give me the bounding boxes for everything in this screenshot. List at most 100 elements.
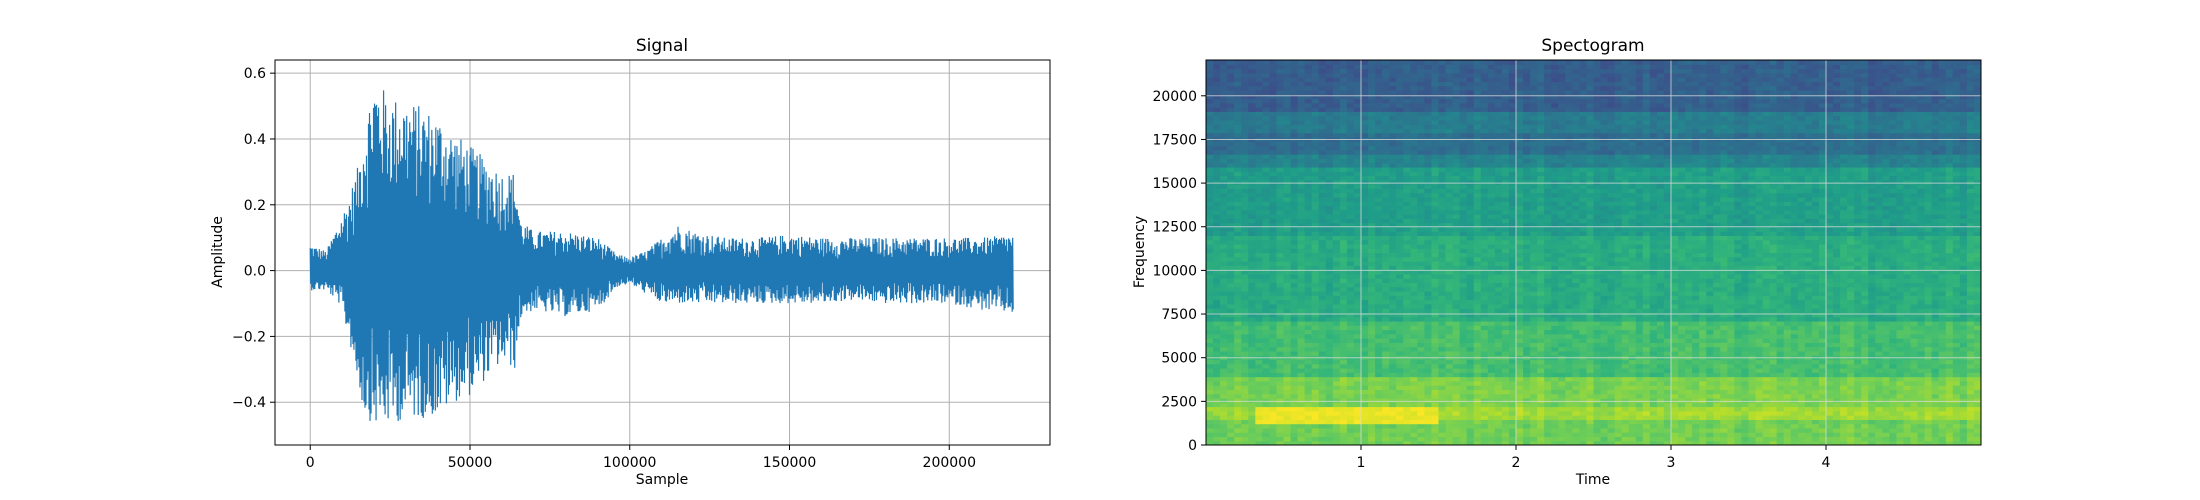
spectrogram-cell <box>1297 432 1306 438</box>
spectrogram-cell <box>1241 278 1249 284</box>
spectrogram-cell <box>1579 192 1588 198</box>
spectrogram-cell <box>1325 128 1334 134</box>
spectrogram-cell <box>1466 205 1475 211</box>
spectrogram-cell <box>1572 440 1581 445</box>
spectrogram-cell <box>1262 201 1271 207</box>
spectrogram-cell <box>1508 184 1517 189</box>
spectrogram-cell <box>1452 124 1461 130</box>
spectrogram-cell <box>1445 440 1454 445</box>
spectrogram-cell <box>1544 282 1552 288</box>
spectrogram-cell <box>1431 231 1440 236</box>
spectrogram-cell <box>1410 410 1418 416</box>
spectrogram-cell <box>1262 98 1271 104</box>
spectrogram-cell <box>1452 333 1461 339</box>
spectrogram-cell <box>1339 359 1348 365</box>
spectrogram-cell <box>1480 389 1489 395</box>
spectrogram-cell <box>1304 60 1313 65</box>
spectrogram-cell <box>1297 85 1306 91</box>
spectrogram-cell <box>1445 333 1454 339</box>
spectrogram-cell <box>1346 350 1355 356</box>
spectrogram-cell <box>1234 423 1242 429</box>
spectrogram-cell <box>1537 312 1545 318</box>
spectrogram-cell <box>1424 363 1433 369</box>
spectrogram-cell <box>1551 269 1559 275</box>
spectrogram-cell <box>1276 333 1285 339</box>
spectrogram-cell <box>1445 98 1454 104</box>
spectrogram-cell <box>1501 231 1510 236</box>
spectrogram-cell <box>1213 282 1221 288</box>
spectrogram-cell <box>1297 115 1306 121</box>
spectrogram-cell <box>1248 89 1256 95</box>
spectrogram-cell <box>1234 98 1242 104</box>
spectrogram-cell <box>1438 162 1447 168</box>
spectrogram-cell <box>1558 333 1566 339</box>
spectrogram-cell <box>1311 119 1320 125</box>
spectrogram-cell <box>1445 295 1454 301</box>
spectrogram-cell <box>1438 72 1447 78</box>
spectrogram-cell <box>1501 145 1510 151</box>
spectrogram-cell <box>1213 423 1221 429</box>
spectrogram-cell <box>1396 299 1404 305</box>
spectrogram-cell <box>1318 81 1327 87</box>
spectrogram-cell <box>1544 149 1552 155</box>
spectrogram-cell <box>1466 261 1475 266</box>
spectrogram-cell <box>1276 149 1285 155</box>
spectrogram-cell <box>1466 282 1475 288</box>
spectrogram-cell <box>1234 196 1242 202</box>
spectrogram-cell <box>1283 376 1292 382</box>
spectrogram-cell <box>1459 419 1468 425</box>
spectrogram-cell <box>1572 333 1581 339</box>
spectrogram-cell <box>1353 316 1362 322</box>
spectrogram-cell <box>1544 94 1552 100</box>
spectrogram-cell <box>1276 389 1285 395</box>
spectrogram-cell <box>1431 389 1440 395</box>
spectrogram-cell <box>1325 77 1334 82</box>
spectrogram-cell <box>1558 128 1566 134</box>
spectrogram-cell <box>1339 385 1348 390</box>
spectrogram-cell <box>1466 325 1475 331</box>
spectrogram-cell <box>1382 201 1390 207</box>
spectrogram-cell <box>1276 350 1285 356</box>
spectrogram-cell <box>1269 316 1278 322</box>
spectrogram-cell <box>1579 60 1588 65</box>
spectrogram-cell <box>1311 342 1320 348</box>
spectrogram-cell <box>1565 218 1573 224</box>
spectrogram-cell <box>1452 214 1461 219</box>
spectrogram-cell <box>1551 218 1559 224</box>
spectrogram-cell <box>1396 269 1404 275</box>
spectrogram-cell <box>1325 312 1334 318</box>
spectrogram-cell <box>1431 179 1440 185</box>
spectrogram-cell <box>1206 98 1214 104</box>
spectrogram-cell <box>1213 333 1221 339</box>
spectrogram-cell <box>1403 188 1411 194</box>
spectrogram-cell <box>1206 316 1214 322</box>
spectrogram-cell <box>1508 410 1517 416</box>
spectrogram-cell <box>1241 410 1249 416</box>
spectrogram-cell <box>1586 162 1595 168</box>
spectrogram-cell <box>1473 359 1482 365</box>
spectrogram-cell <box>1290 299 1299 305</box>
spectrogram-cell <box>1516 419 1524 425</box>
spectrogram-cell <box>1325 192 1334 198</box>
spectrogram-cell <box>1586 171 1595 177</box>
spectrogram-cell <box>1424 376 1433 382</box>
spectrogram-cell <box>1572 342 1581 348</box>
spectrogram-cell <box>1565 196 1573 202</box>
spectrogram-cell <box>1206 196 1214 202</box>
spectrogram-cell <box>1410 248 1418 254</box>
spectrogram-cell <box>1297 261 1306 266</box>
spectrogram-cell <box>1361 432 1369 438</box>
spectrogram-cell <box>1572 192 1581 198</box>
spectrogram-cell <box>1213 397 1221 403</box>
spectrogram-cell <box>1494 64 1503 70</box>
spectrogram-cell <box>1241 115 1249 121</box>
spectrogram-cell <box>1361 175 1369 181</box>
spectrogram-cell <box>1501 385 1510 390</box>
spectrogram-cell <box>1396 256 1404 262</box>
spectrogram-cell <box>1227 368 1235 373</box>
spectrogram-cell <box>1487 295 1496 301</box>
spectrogram-cell <box>1241 111 1249 117</box>
spectrogram-cell <box>1424 115 1433 121</box>
spectrogram-cell <box>1290 303 1299 309</box>
spectrogram-cell <box>1508 303 1517 309</box>
